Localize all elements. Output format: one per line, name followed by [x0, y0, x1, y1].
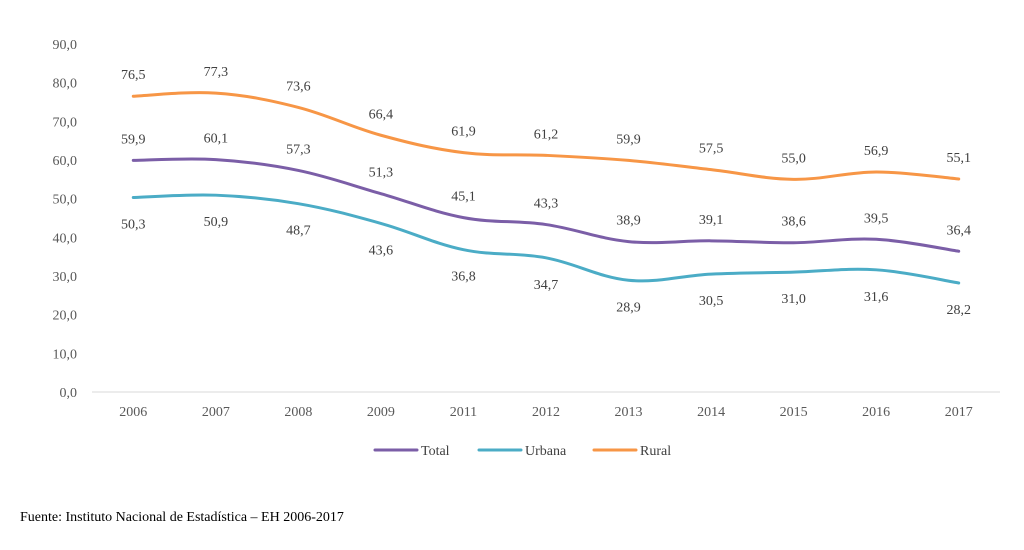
data-label-total: 43,3: [534, 197, 559, 212]
series-line-total: [131, 157, 961, 253]
x-tick-label: 2009: [367, 405, 395, 420]
data-label-rural: 66,4: [369, 107, 394, 122]
x-tick-label: 2013: [615, 405, 643, 420]
x-axis-tick-labels: 2006 2007 2008 2009 2011 2012 2013 2014 2015 2016…: [119, 405, 972, 420]
legend-label-total: Total: [421, 444, 450, 459]
x-tick-label: 2011: [450, 405, 477, 420]
data-label-urbana: 36,8: [451, 270, 476, 285]
series-line-rural: [131, 91, 961, 181]
data-label-total: 39,5: [864, 211, 889, 226]
data-label-urbana: 50,3: [121, 218, 146, 233]
data-label-total: 57,3: [286, 142, 311, 157]
data-label-urbana: 34,7: [534, 278, 559, 293]
x-tick-label: 2014: [697, 405, 725, 420]
line-chart: 0,010,020,030,040,050,060,070,080,090,0 …: [53, 38, 1000, 459]
x-tick-label: 2006: [119, 405, 147, 420]
data-label-urbana: 48,7: [286, 224, 311, 239]
y-tick-label: 0,0: [60, 386, 78, 401]
data-label-urbana: 50,9: [204, 215, 229, 230]
y-tick-label: 70,0: [53, 115, 78, 130]
data-label-total: 38,6: [781, 215, 806, 230]
x-tick-label: 2017: [945, 405, 973, 420]
legend-label-urbana: Urbana: [525, 444, 567, 459]
data-label-urbana: 28,2: [946, 303, 971, 318]
legend-label-rural: Rural: [640, 444, 671, 459]
y-tick-label: 90,0: [53, 38, 78, 53]
data-labels: 59,9 60,1 57,3 51,3 45,1 43,3 38,9 39,1 38,6 39,5…: [121, 65, 971, 318]
data-label-urbana: 31,0: [781, 292, 806, 307]
source-note: Fuente: Instituto Nacional de Estadístic…: [20, 510, 344, 525]
x-tick-label: 2012: [532, 405, 560, 420]
data-label-total: 60,1: [204, 132, 229, 147]
data-label-total: 38,9: [616, 214, 641, 229]
x-tick-label: 2016: [862, 405, 890, 420]
data-label-total: 45,1: [451, 190, 476, 205]
data-label-rural: 73,6: [286, 79, 311, 94]
data-label-urbana: 31,6: [864, 290, 889, 305]
series-lines: [131, 91, 961, 285]
y-tick-label: 80,0: [53, 77, 78, 92]
data-label-rural: 56,9: [864, 144, 889, 159]
data-label-total: 39,1: [699, 213, 724, 228]
data-label-rural: 59,9: [616, 132, 641, 147]
data-label-rural: 55,1: [946, 151, 971, 166]
data-label-rural: 61,9: [451, 125, 476, 140]
y-tick-label: 30,0: [53, 270, 78, 285]
data-label-urbana: 30,5: [699, 294, 724, 309]
series-line-urbana: [131, 193, 961, 285]
y-tick-label: 10,0: [53, 347, 78, 362]
data-label-total: 51,3: [369, 166, 394, 181]
data-label-rural: 55,0: [781, 151, 806, 166]
y-tick-label: 50,0: [53, 193, 78, 208]
x-tick-label: 2015: [780, 405, 808, 420]
y-tick-label: 20,0: [53, 309, 78, 324]
data-label-urbana: 43,6: [369, 243, 394, 258]
data-label-total: 36,4: [946, 223, 971, 238]
legend: Total Urbana Rural: [373, 444, 671, 459]
y-axis-tick-labels: 0,0 10,0 20,0 30,0 40,0 50,0 60,0 70,0 80,0 90,0: [53, 38, 78, 401]
data-label-rural: 77,3: [204, 65, 229, 80]
x-tick-label: 2007: [202, 405, 230, 420]
data-label-urbana: 28,9: [616, 300, 641, 315]
data-label-rural: 57,5: [699, 142, 724, 157]
y-tick-label: 60,0: [53, 154, 78, 169]
data-label-rural: 61,2: [534, 127, 559, 142]
y-tick-label: 40,0: [53, 231, 78, 246]
data-label-rural: 76,5: [121, 68, 146, 83]
x-tick-label: 2008: [284, 405, 312, 420]
data-label-total: 59,9: [121, 132, 146, 147]
